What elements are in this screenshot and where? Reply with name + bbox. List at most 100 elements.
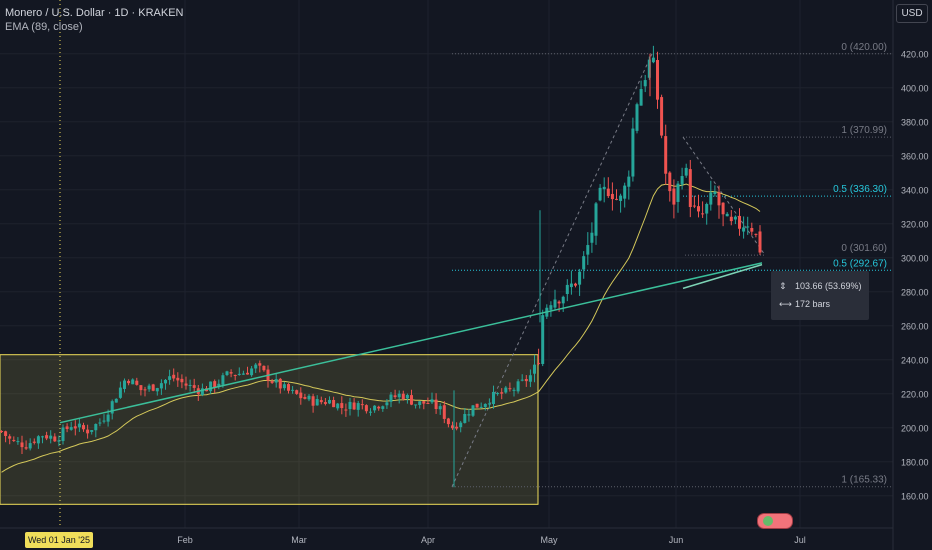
candle-body — [602, 186, 606, 190]
candle-body — [45, 435, 49, 439]
candle-body — [705, 203, 709, 214]
candle-body — [82, 425, 85, 430]
candle-body — [565, 284, 569, 294]
x-tick-label: Feb — [177, 535, 193, 545]
candle-body — [123, 380, 126, 389]
candle-body — [487, 403, 491, 405]
candle-body — [422, 401, 426, 404]
candle-body — [401, 393, 405, 400]
fib-label: 1 (165.33) — [841, 475, 887, 486]
candle-body — [192, 385, 196, 388]
candle-body — [574, 283, 577, 286]
candle-body — [209, 381, 213, 392]
fib-diagonal — [451, 53, 653, 487]
candle-body — [656, 59, 659, 100]
candle-body — [155, 388, 159, 392]
candle-body — [590, 232, 594, 243]
candle-body — [680, 176, 684, 185]
x-tick-label: May — [540, 535, 558, 545]
candle-body — [377, 406, 381, 409]
y-tick-label: 180.00 — [901, 457, 929, 467]
candle-body — [200, 388, 204, 395]
candle-body — [332, 399, 336, 408]
candle-body — [504, 387, 508, 393]
x-tick-label: Apr — [421, 535, 435, 545]
candle-body — [352, 402, 356, 410]
candle-body — [131, 379, 135, 385]
currency-button[interactable]: USD — [896, 4, 928, 23]
y-tick-label: 160.00 — [901, 491, 929, 501]
candle-body — [217, 383, 221, 387]
candle-body — [28, 443, 32, 449]
candle-body — [77, 423, 81, 428]
candle-body — [528, 375, 532, 382]
candle-body — [610, 193, 614, 200]
fib-label: 0 (420.00) — [841, 42, 887, 53]
candle-body — [369, 411, 372, 413]
candle-body — [16, 441, 20, 443]
candle-body — [319, 400, 323, 403]
candle-body — [586, 245, 590, 255]
candle-body — [557, 301, 561, 304]
candle-body — [114, 398, 118, 403]
candle-body — [631, 128, 635, 177]
indicator-label[interactable]: EMA (89, close) — [5, 21, 83, 33]
candle-body — [303, 397, 307, 399]
candle-body — [606, 188, 610, 197]
candle-body — [463, 414, 467, 423]
candle-body — [524, 379, 528, 382]
candle-body — [598, 187, 602, 201]
candle-body — [385, 402, 389, 406]
symbol-title[interactable]: Monero / U.S. Dollar · 1D · KRAKEN — [5, 7, 184, 19]
candle-body — [500, 392, 504, 394]
candle-body — [147, 385, 151, 390]
candle-body — [676, 183, 680, 202]
candle-body — [709, 192, 713, 205]
candle-body — [537, 362, 541, 364]
fib-label: 1 (370.99) — [841, 125, 887, 136]
candle-body — [282, 384, 286, 389]
candle-body — [569, 283, 573, 288]
ema-line — [1, 183, 761, 473]
candle-body — [508, 388, 512, 390]
candle-body — [684, 167, 688, 176]
candle-body — [697, 206, 700, 212]
candle-body — [475, 403, 479, 408]
scroll-to-latest-icon[interactable] — [757, 513, 793, 529]
candle-body — [168, 376, 172, 380]
candle-body — [692, 205, 696, 207]
candle-body — [164, 379, 167, 384]
candle-body — [664, 136, 668, 174]
candle-body — [4, 431, 8, 436]
candle-body — [0, 431, 3, 433]
candle-body — [356, 403, 360, 410]
candle-body — [455, 426, 459, 429]
y-tick-label: 280.00 — [901, 287, 929, 297]
candle-body — [32, 441, 36, 443]
candle-body — [627, 176, 631, 187]
candle-body — [360, 404, 364, 406]
candle-body — [274, 379, 278, 383]
fib-label: 0.5 (336.30) — [833, 184, 887, 195]
candle-body — [389, 394, 393, 402]
x-tick-label: Mar — [291, 535, 307, 545]
horizontal-range-icon: ⟷ — [779, 299, 792, 309]
candle-body — [582, 256, 586, 270]
vertical-range-icon: ⇕ — [779, 281, 787, 291]
candle-body — [561, 296, 565, 304]
candle-body — [459, 422, 463, 428]
candle-body — [381, 406, 385, 409]
trendline-path — [59, 262, 763, 424]
candle-body — [172, 374, 176, 379]
candle-body — [307, 395, 311, 400]
candle-body — [746, 226, 750, 228]
candle-body — [237, 373, 241, 375]
candle-body — [418, 401, 422, 405]
candle-body — [373, 405, 377, 411]
candle-body — [151, 384, 155, 391]
candle-body — [262, 365, 266, 371]
candle-body — [754, 233, 758, 235]
y-tick-label: 220.00 — [901, 389, 929, 399]
candle-body — [717, 192, 721, 206]
candle-body — [414, 404, 418, 406]
